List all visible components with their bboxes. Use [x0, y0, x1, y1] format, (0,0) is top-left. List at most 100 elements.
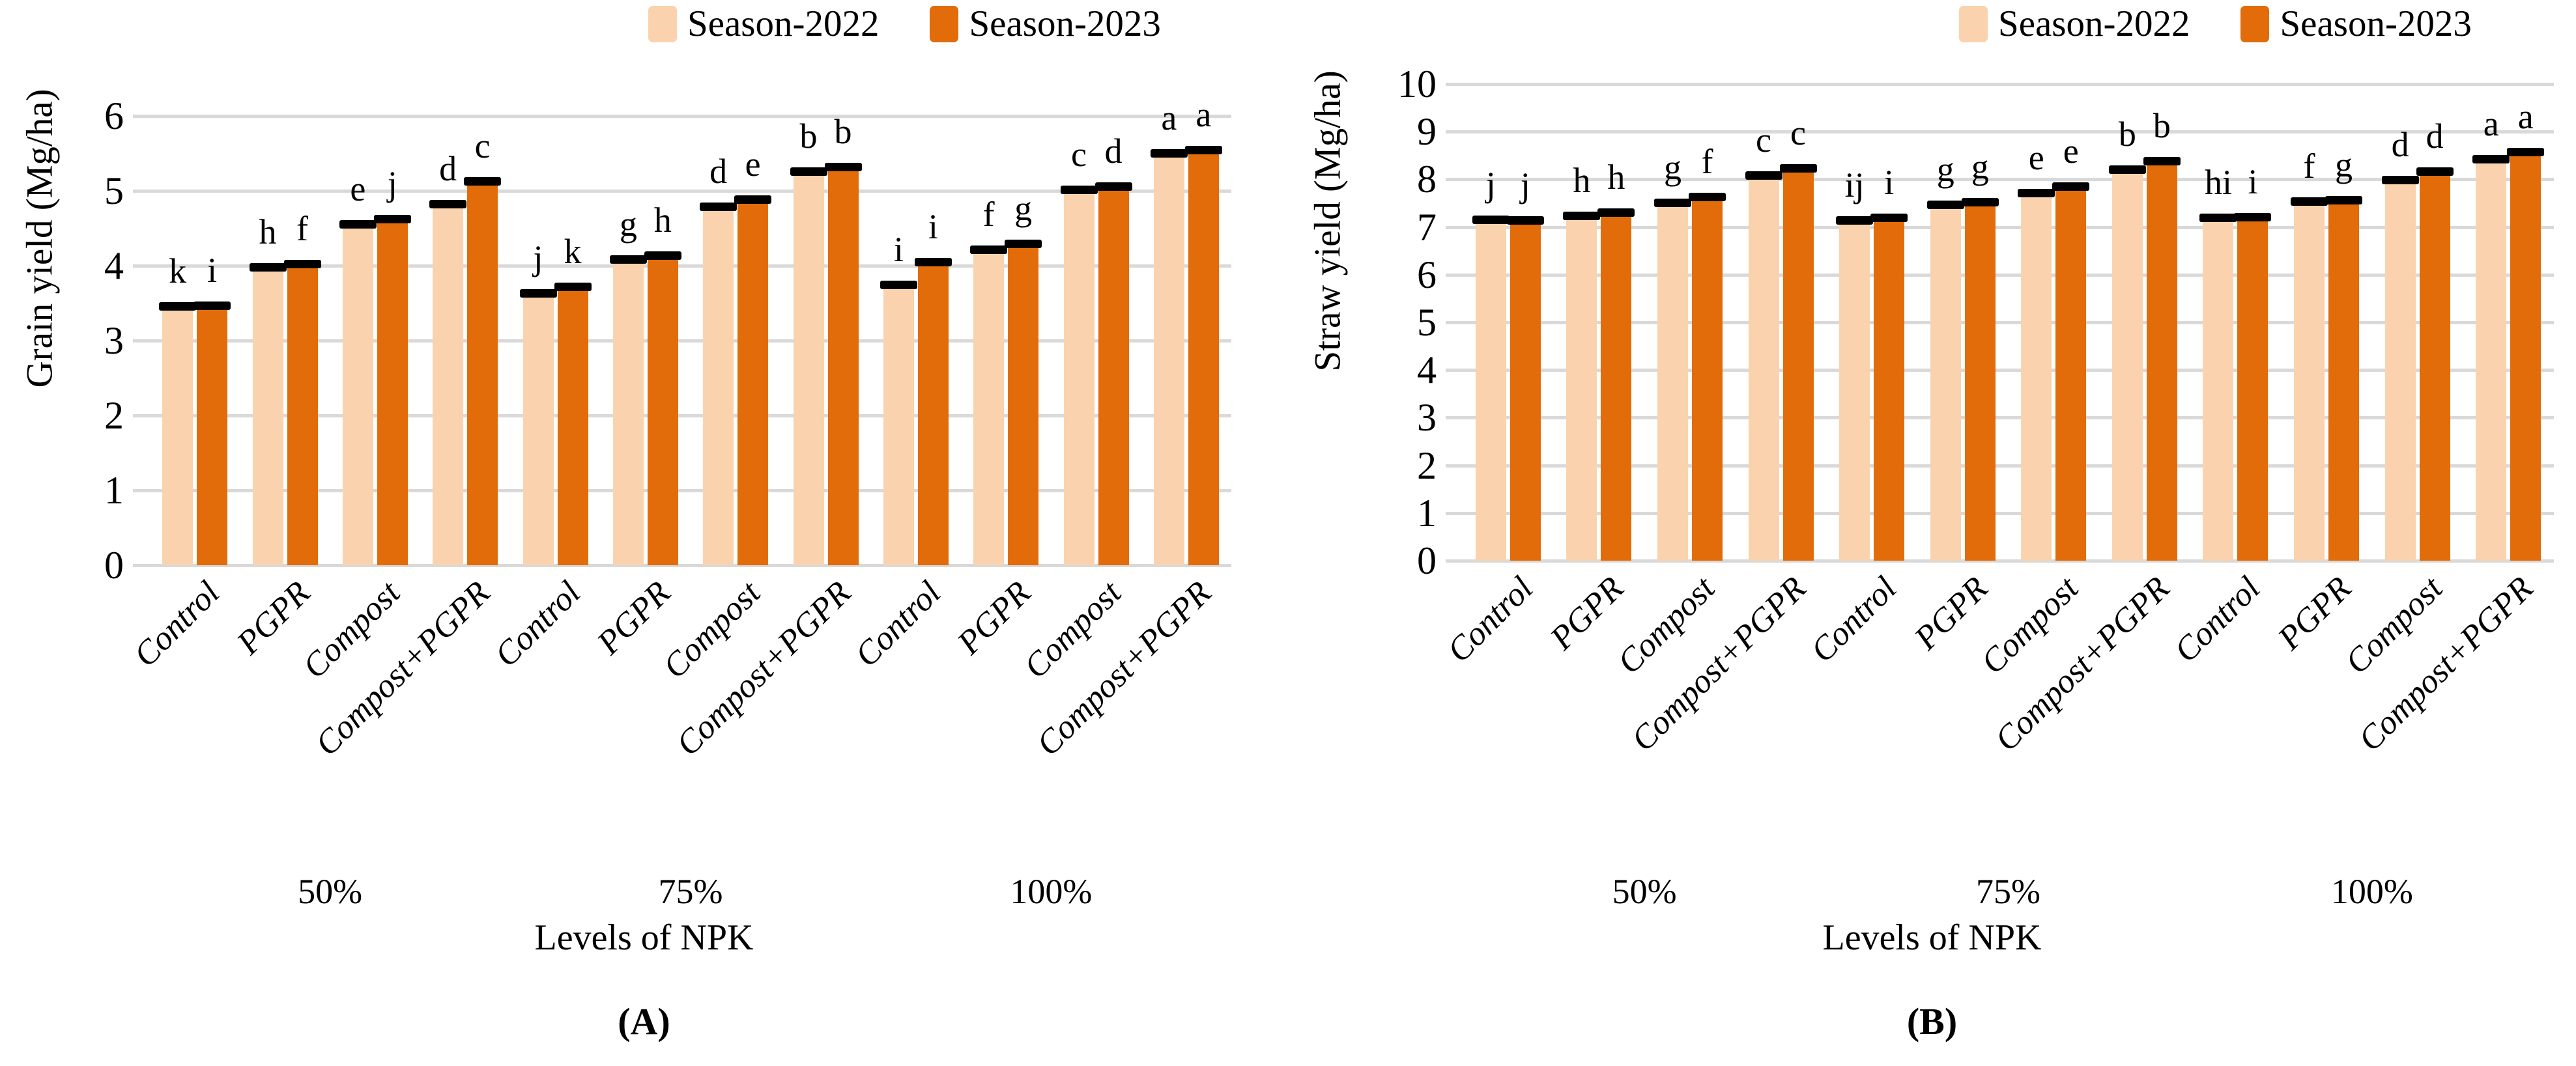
gridline	[1463, 178, 2554, 182]
bar-season-2022	[703, 207, 734, 565]
bar-season-2023	[2237, 217, 2268, 561]
bar-season-2023	[2055, 187, 2087, 561]
npk-group-label: 100%	[2330, 872, 2413, 911]
significance-letter: d	[2426, 117, 2444, 156]
npk-group-label: 100%	[1010, 872, 1093, 911]
significance-letter: a	[2483, 104, 2499, 143]
y-tick-label: 6	[104, 94, 124, 137]
error-bar-cap	[339, 219, 377, 229]
bar-season-2023	[2510, 152, 2541, 561]
significance-letter: e	[745, 144, 761, 184]
error-bar-cap	[1779, 164, 1817, 173]
significance-letter: f	[296, 208, 308, 248]
y-tick-label: 4	[104, 244, 124, 287]
bar-season-2023	[1008, 244, 1039, 565]
gridline	[150, 115, 1231, 118]
bar-season-2023	[1098, 187, 1129, 565]
significance-letter: d	[1104, 132, 1123, 171]
bar-season-2022	[1748, 176, 1779, 561]
bar-season-2022	[612, 259, 644, 565]
bar-season-2022	[973, 249, 1005, 565]
significance-letter: e	[2028, 137, 2044, 177]
significance-letter: g	[619, 204, 637, 244]
error-bar-cap	[2507, 147, 2545, 156]
significance-letter: c	[1790, 113, 1807, 153]
gridline	[150, 414, 1231, 417]
significance-letter: b	[799, 117, 818, 156]
legend: Season-2022 Season-2023	[1959, 5, 2472, 42]
bar-season-2022	[883, 285, 914, 565]
bar-season-2023	[1874, 218, 1905, 561]
y-tick-mark	[1446, 83, 1463, 86]
y-tick-label: 3	[1417, 396, 1437, 440]
bar-season-2022	[793, 172, 824, 565]
y-tick-label: 1	[104, 469, 124, 512]
significance-letter: a	[1161, 98, 1177, 137]
y-tick-mark	[1446, 369, 1463, 372]
y-tick-mark	[1446, 559, 1463, 563]
gridline	[1463, 464, 2554, 468]
bar-season-2022	[1839, 221, 1870, 561]
bar-season-2023	[827, 167, 859, 565]
y-tick-mark	[133, 414, 150, 417]
significance-letter: i	[2248, 161, 2258, 201]
error-bar-cap	[1688, 193, 1726, 202]
error-bar-cap	[1961, 197, 1999, 206]
legend-label: Season-2023	[969, 3, 1161, 44]
gridline	[150, 189, 1231, 193]
significance-letter: a	[2517, 96, 2534, 136]
error-bar-cap	[914, 258, 952, 267]
bar-season-2022	[1475, 219, 1506, 561]
significance-letter: e	[2063, 132, 2079, 171]
y-tick-mark	[1446, 321, 1463, 324]
error-bar-cap	[2143, 156, 2181, 165]
y-tick-mark	[133, 564, 150, 567]
significance-letter: g	[1971, 147, 1989, 186]
significance-letter: k	[169, 251, 187, 291]
bar-season-2023	[1601, 212, 1632, 561]
error-bar-cap	[2018, 188, 2055, 197]
bar-season-2023	[1510, 221, 1541, 561]
significance-letter: g	[1936, 149, 1954, 189]
error-bar-cap	[1506, 216, 1544, 225]
error-bar-cap	[464, 177, 502, 186]
significance-letter: h	[653, 201, 672, 240]
y-tick-mark	[133, 264, 150, 268]
bar-season-2022	[2203, 218, 2234, 561]
gridline	[1463, 369, 2554, 372]
panel-caption: (B)	[1906, 1000, 1958, 1043]
bar-season-2022	[342, 224, 373, 565]
error-bar-cap	[1653, 199, 1691, 207]
y-tick-label: 10	[1397, 63, 1437, 105]
y-tick-mark	[1446, 130, 1463, 134]
bar-season-2023	[917, 262, 949, 565]
x-axis-title: Levels of NPK	[534, 918, 754, 958]
gridline	[1463, 83, 2554, 86]
error-bar-cap	[2325, 195, 2363, 204]
y-tick-mark	[1446, 225, 1463, 229]
npk-group-label: 75%	[658, 872, 723, 911]
significance-letter: b	[2153, 105, 2171, 145]
y-tick-mark	[1446, 464, 1463, 468]
y-tick-label: 2	[104, 394, 124, 437]
error-bar-cap	[159, 302, 197, 311]
error-bar-cap	[373, 214, 411, 223]
significance-letter: g	[1014, 188, 1033, 228]
legend-swatch-season-2022-icon	[1959, 5, 1988, 42]
bar-season-2023	[2146, 161, 2177, 561]
gridline	[1463, 511, 2554, 515]
error-bar-cap	[429, 199, 467, 208]
y-tick-label: 2	[1417, 443, 1437, 487]
legend-item-season-2022: Season-2022	[648, 5, 879, 42]
legend-swatch-season-2023-icon	[930, 5, 959, 42]
error-bar-cap	[2199, 214, 2237, 223]
legend-label: Season-2022	[687, 3, 880, 44]
error-bar-cap	[2291, 197, 2328, 206]
bar-season-2022	[2384, 180, 2416, 561]
error-bar-cap	[2381, 175, 2419, 184]
y-tick-label: 1	[1417, 491, 1437, 535]
y-tick-label: 6	[1417, 253, 1437, 296]
error-bar-cap	[1005, 239, 1042, 248]
bar-season-2023	[1691, 197, 1723, 561]
y-tick-mark	[1446, 273, 1463, 277]
